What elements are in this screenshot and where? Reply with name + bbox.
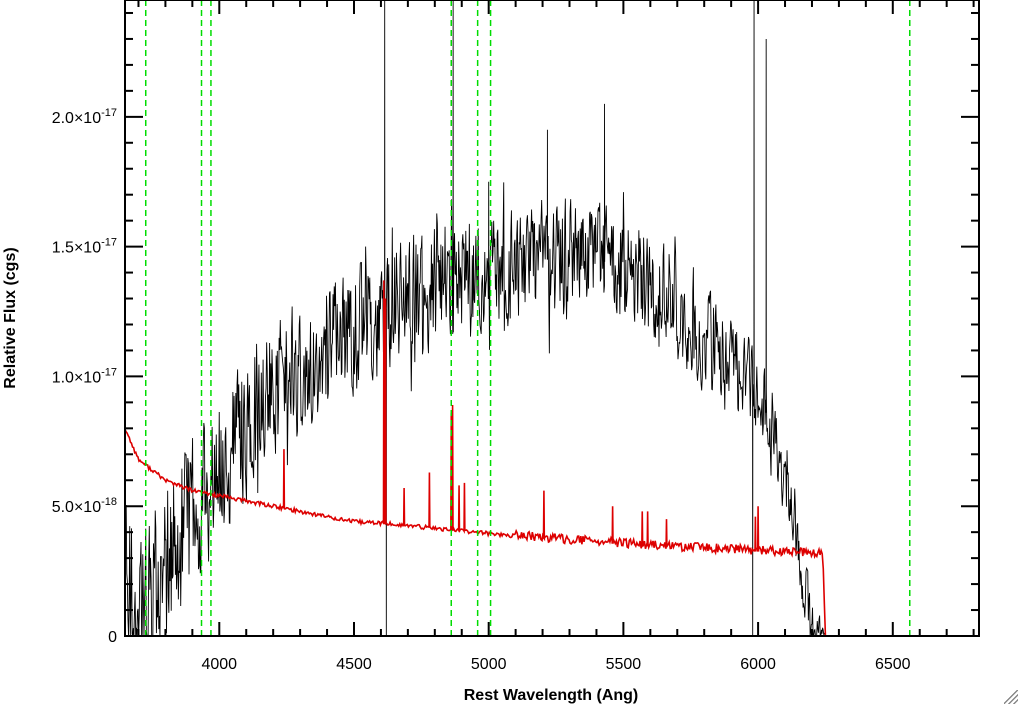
axes-layer: 4000 4500 5000 5500 6000 6500 0 5.0×10-18 1.0×10…	[52, 0, 980, 673]
y-tick-label: 2.0×10-17	[52, 107, 117, 127]
x-tick-label: 4500	[336, 656, 372, 673]
marker-lines-layer	[144, 0, 911, 636]
y-tick-label: 5.0×10-18	[52, 496, 117, 516]
x-axis-title: Rest Wavelength (Ang)	[464, 687, 639, 704]
resize-grip-icon[interactable]	[1004, 690, 1018, 704]
plot-frame	[124, 0, 980, 637]
y-tick-label: 0	[108, 629, 117, 646]
y-tick-label: 1.5×10-17	[52, 237, 117, 257]
x-tick-label: 4000	[201, 656, 237, 673]
x-tick-label: 6500	[875, 656, 911, 673]
x-tick-label: 5000	[471, 656, 507, 673]
observed-spectrum-line	[124, 0, 826, 637]
y-tick-label: 1.0×10-17	[52, 366, 117, 386]
y-axis-title: Relative Flux (cgs)	[2, 247, 19, 388]
x-tick-label: 5500	[606, 656, 642, 673]
x-tick-label: 6000	[740, 656, 776, 673]
